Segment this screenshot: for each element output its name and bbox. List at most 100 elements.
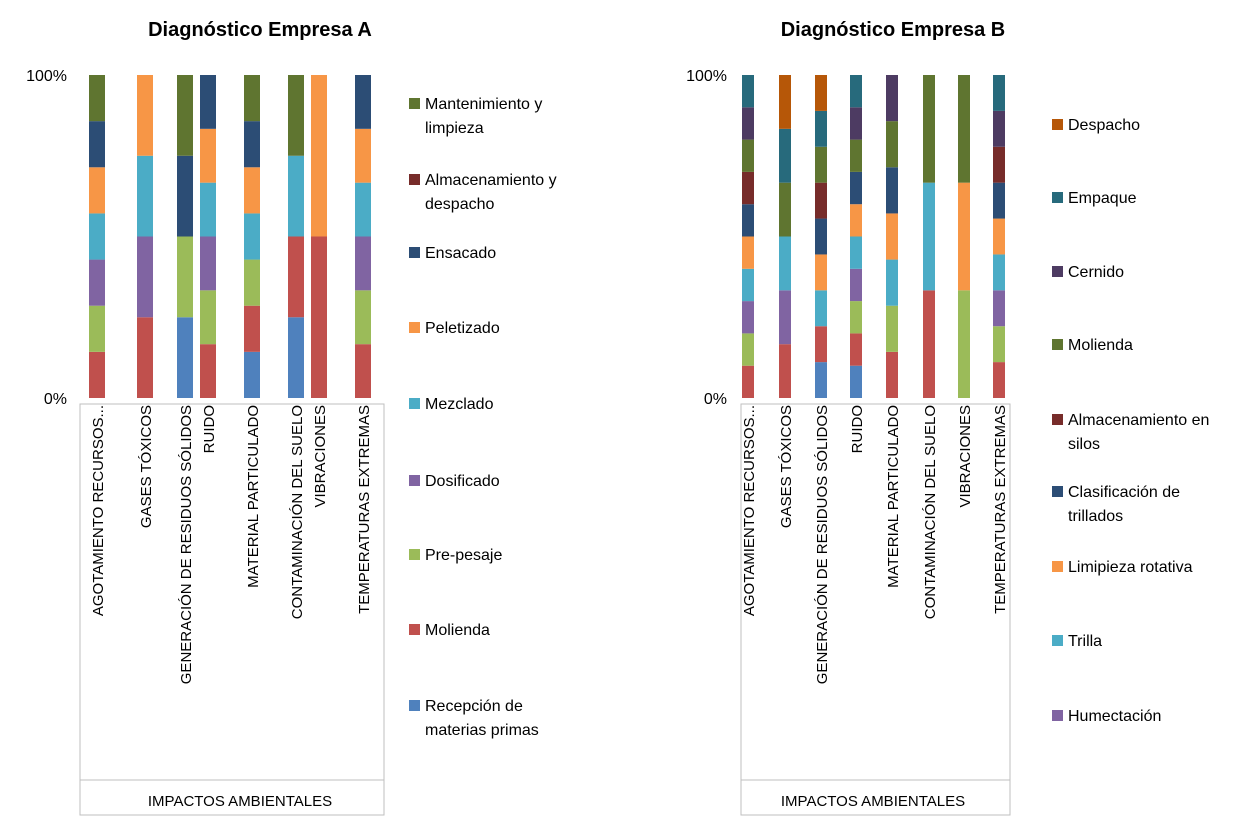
legend-label-cernido: Cernido bbox=[1068, 264, 1124, 281]
bar-clasificacion-de-trillados-temperaturas-extremas bbox=[993, 182, 1005, 219]
bar-pesaje-material-particulado bbox=[886, 305, 898, 352]
bar-dosificado-agotamiento-recursos bbox=[89, 259, 105, 306]
bar-trilla-material-particulado bbox=[886, 259, 898, 306]
bar-molienda-material-particulado bbox=[886, 121, 898, 168]
bar-clasificacion-de-trillados-ruido bbox=[850, 171, 862, 205]
bar-trilla-ruido bbox=[850, 236, 862, 269]
bar-almacenamiento-en-silos-generacion-de-residuos-solidos bbox=[815, 182, 827, 219]
legend-swatch-molienda bbox=[1052, 339, 1063, 350]
bar-pre-pesaje-agotamiento-recursos bbox=[89, 305, 105, 352]
bar-molienda-inicial-gases-toxicos bbox=[779, 344, 791, 398]
legend-swatch-mezclado bbox=[409, 398, 420, 409]
bar-cernido-ruido bbox=[850, 107, 862, 140]
bar-pre-pesaje-material-particulado bbox=[244, 259, 260, 306]
bar-clasificacion-de-trillados-generacion-de-residuos-solidos bbox=[815, 218, 827, 255]
bar-molienda-ruido bbox=[200, 344, 216, 398]
bar-humectacion-ruido bbox=[850, 268, 862, 302]
legend-label-limipieza-rotativa: Limipieza rotativa bbox=[1068, 559, 1193, 576]
bar-molienda-material-particulado bbox=[244, 305, 260, 352]
bar-mantenimiento-y-limpieza-agotamiento-recursos bbox=[89, 75, 105, 122]
legend-label-recepcion-de-materias-primas: Recepción de materias primas bbox=[425, 698, 539, 739]
bar-molienda-inicial-contaminacion-del-suelo bbox=[923, 290, 935, 398]
bar-mantenimiento-y-limpieza-material-particulado bbox=[244, 75, 260, 122]
bar-pesaje-temperaturas-extremas bbox=[993, 326, 1005, 363]
bar-recepcion-generacion-de-residuos-solidos bbox=[815, 362, 827, 398]
chart-a-title: Diagnóstico Empresa A bbox=[148, 19, 372, 41]
bar-molienda-gases-toxicos bbox=[779, 182, 791, 237]
bar-recepcion-de-materias-primas-generacion-de-residuos-solidos bbox=[177, 317, 193, 398]
bar-molienda-vibraciones bbox=[311, 236, 327, 398]
bar-trilla-agotamiento-recursos bbox=[742, 268, 754, 302]
x-tick-label: RUIDO bbox=[201, 405, 218, 453]
x-tick-label: TEMPERATURAS EXTREMAS bbox=[356, 405, 373, 614]
x-tick-label: RUIDO bbox=[849, 405, 866, 453]
bar-peletizado-ruido bbox=[200, 128, 216, 183]
x-tick-label: VIBRACIONES bbox=[957, 405, 974, 508]
bar-molienda-inicial-ruido bbox=[850, 333, 862, 366]
y-tick-label: 100% bbox=[26, 68, 67, 85]
chart-a-category-frame bbox=[79, 403, 385, 816]
legend-label-mezclado: Mezclado bbox=[425, 396, 494, 413]
bar-molienda-vibraciones bbox=[958, 75, 970, 183]
legend-swatch-ensacado bbox=[409, 247, 420, 258]
bar-mantenimiento-y-limpieza-generacion-de-residuos-solidos bbox=[177, 75, 193, 156]
legend-label-humectacion: Humectación bbox=[1068, 708, 1161, 725]
chart-b: Diagnóstico Empresa B 100% 0% AGOTAMIENTO R… bbox=[686, 19, 1209, 816]
legend-label-mantenimiento-y-limpieza: Mantenimiento y limpieza bbox=[425, 96, 542, 137]
legend-swatch-dosificado bbox=[409, 475, 420, 486]
bar-peletizado-vibraciones bbox=[311, 75, 327, 237]
bar-ensacado-agotamiento-recursos bbox=[89, 121, 105, 168]
legend-swatch-cernido bbox=[1052, 266, 1063, 277]
legend-swatch-molienda bbox=[409, 624, 420, 635]
chart-b-title: Diagnóstico Empresa B bbox=[781, 19, 1006, 41]
bar-almacenamiento-en-silos-temperaturas-extremas bbox=[993, 146, 1005, 183]
chart-b-category-frame bbox=[740, 403, 1011, 816]
y-tick-label: 0% bbox=[704, 391, 727, 408]
x-tick-label: AGOTAMIENTO RECURSOS... bbox=[90, 405, 107, 616]
bar-molienda-contaminacion-del-suelo bbox=[288, 236, 304, 318]
bar-limipieza-rotativa-agotamiento-recursos bbox=[742, 236, 754, 269]
bar-mezclado-ruido bbox=[200, 182, 216, 237]
legend-swatch-limipieza-rotativa bbox=[1052, 561, 1063, 572]
bar-empaque-temperaturas-extremas bbox=[993, 75, 1005, 111]
bar-peletizado-material-particulado bbox=[244, 167, 260, 214]
bar-humectacion-agotamiento-recursos bbox=[742, 301, 754, 334]
legend-swatch-peletizado bbox=[409, 322, 420, 333]
chart-b-x-axis-title: IMPACTOS AMBIENTALES bbox=[781, 793, 965, 810]
bar-molienda-ruido bbox=[850, 139, 862, 172]
bar-despacho-generacion-de-residuos-solidos bbox=[815, 75, 827, 111]
bar-molienda-gases-toxicos bbox=[137, 317, 153, 398]
bar-almacenamiento-en-silos-agotamiento-recursos bbox=[742, 171, 754, 205]
bar-empaque-agotamiento-recursos bbox=[742, 75, 754, 108]
legend-swatch-clasificacion-de-trillados bbox=[1052, 486, 1063, 497]
bar-limipieza-rotativa-ruido bbox=[850, 204, 862, 237]
bar-ensacado-temperaturas-extremas bbox=[355, 75, 371, 129]
legend-label-pre-pesaje: Pre-pesaje bbox=[425, 547, 502, 564]
bar-dosificado-temperaturas-extremas bbox=[355, 236, 371, 291]
legend-label-molienda: Molienda bbox=[1068, 337, 1133, 354]
bar-mezclado-agotamiento-recursos bbox=[89, 213, 105, 260]
bar-cernido-temperaturas-extremas bbox=[993, 110, 1005, 147]
legend-label-trilla: Trilla bbox=[1068, 633, 1102, 650]
legend-swatch-mantenimiento-y-limpieza bbox=[409, 98, 420, 109]
bar-ensacado-material-particulado bbox=[244, 121, 260, 168]
chart-a-x-axis-title: IMPACTOS AMBIENTALES bbox=[148, 793, 332, 810]
y-tick-label: 100% bbox=[686, 68, 727, 85]
bar-peletizado-temperaturas-extremas bbox=[355, 128, 371, 183]
chart-a: Diagnóstico Empresa A 100% 0% AGOTAMIENTO R… bbox=[26, 19, 557, 816]
x-tick-label: GENERACIÓN DE RESIDUOS SÓLIDOS bbox=[814, 405, 831, 684]
bar-peletizado-gases-toxicos bbox=[137, 75, 153, 156]
bar-molienda-inicial-agotamiento-recursos bbox=[742, 365, 754, 398]
bar-pre-pesaje-temperaturas-extremas bbox=[355, 290, 371, 345]
bar-mezclado-gases-toxicos bbox=[137, 155, 153, 237]
legend-swatch-despacho bbox=[1052, 119, 1063, 130]
bar-pesaje-agotamiento-recursos bbox=[742, 333, 754, 366]
x-tick-label: GASES TÓXICOS bbox=[778, 405, 795, 528]
bar-pesaje-vibraciones bbox=[958, 290, 970, 398]
legend-label-almacenamiento-en-silos: Almacenamiento en silos bbox=[1068, 412, 1209, 453]
bar-molienda-contaminacion-del-suelo bbox=[923, 75, 935, 183]
bar-trilla-temperaturas-extremas bbox=[993, 254, 1005, 291]
bar-limipieza-rotativa-generacion-de-residuos-solidos bbox=[815, 254, 827, 291]
legend-label-clasificacion-de-trillados: Clasificación de trillados bbox=[1068, 484, 1180, 525]
